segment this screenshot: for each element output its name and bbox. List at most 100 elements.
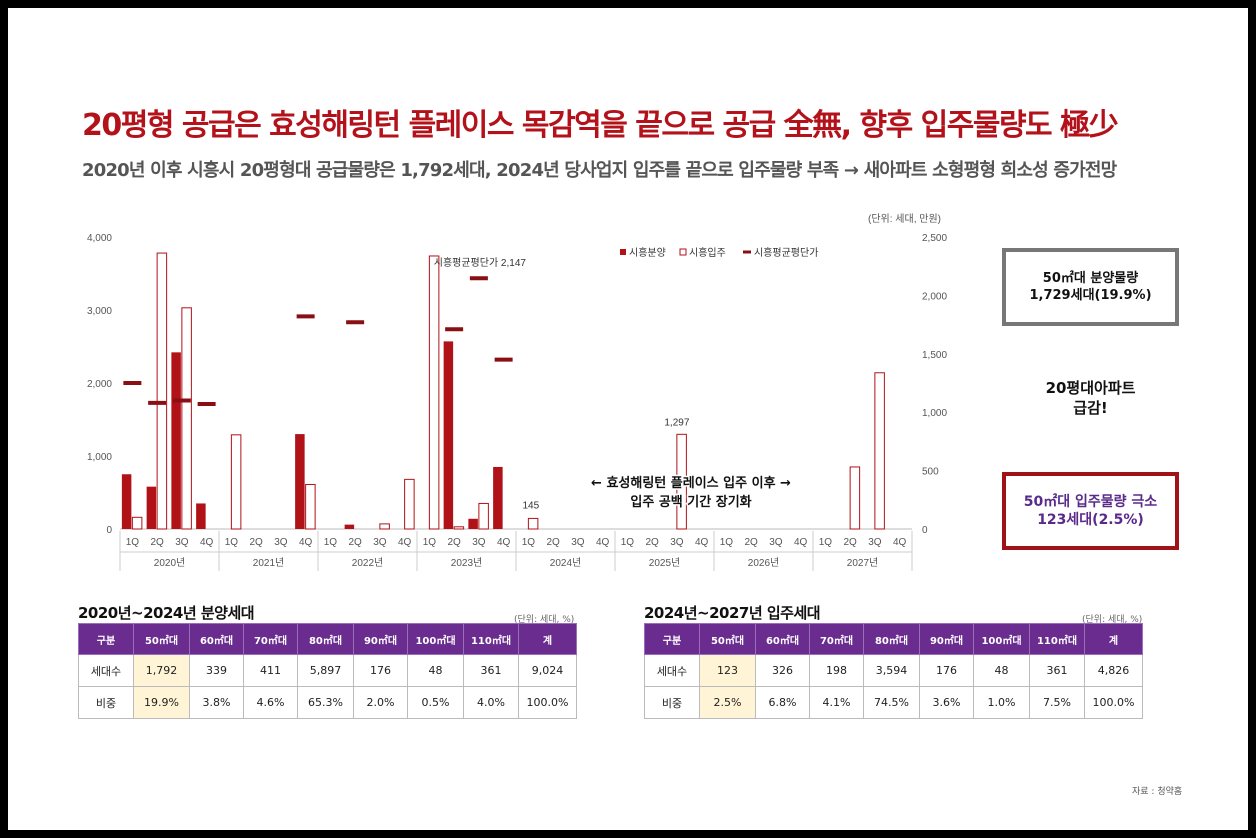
table-cell: 100.0%: [518, 686, 577, 719]
callout-decrease: 20평대아파트 급감!: [1002, 368, 1179, 428]
move-bar: [527, 517, 539, 530]
right-axis-tick: 2,500: [922, 233, 947, 244]
table-cell: 3,594: [863, 654, 920, 687]
table-header-cell: 50㎡대: [699, 623, 756, 655]
quarter-label: 4Q: [299, 537, 313, 548]
legend-swatch-sale: [620, 249, 626, 255]
right-axis-tick: 2,000: [922, 291, 947, 302]
move-table-title: 2024년~2027년 입주세대: [644, 604, 821, 622]
table-cell: 361: [463, 654, 519, 687]
table-header-cell: 70㎡대: [243, 623, 298, 655]
table-cell: 48: [973, 654, 1030, 687]
year-label: 2023년: [451, 557, 482, 569]
table-cell: 세대수: [644, 654, 700, 687]
quarter-label: 4Q: [497, 537, 511, 548]
move-bar: [849, 466, 861, 530]
right-axis-tick: 0: [922, 525, 928, 536]
year-label: 2021년: [253, 557, 284, 569]
sale-table: 구분 50㎡대 60㎡대 70㎡대 80㎡대 90㎡대 100㎡대 110㎡대 계 세대수 1,79…: [78, 623, 577, 719]
table-cell: 1.0%: [973, 686, 1030, 719]
price-annotation: 시흥평균평단가 2,147: [434, 256, 527, 269]
quarter-label: 3Q: [769, 537, 783, 548]
move-bar: [379, 523, 390, 530]
quarter-label: 1Q: [126, 537, 140, 548]
year-label: 2022년: [352, 557, 383, 569]
quarter-label: 4Q: [794, 537, 808, 548]
sale-bar: [196, 503, 206, 529]
table-cell: 3.6%: [919, 686, 974, 719]
callout-sale-50-line1: 50㎡대 분양물량: [1042, 271, 1139, 286]
sale-bar: [344, 524, 355, 529]
table-header-cell: 60㎡대: [755, 623, 810, 655]
quarter-label: 3Q: [868, 537, 882, 548]
sale-bar: [295, 434, 305, 529]
year-label: 2026년: [748, 557, 779, 569]
move-bar: [131, 516, 143, 530]
year-label: 2024년: [550, 557, 581, 569]
quarter-label: 2Q: [744, 537, 758, 548]
quarter-label: 2Q: [843, 537, 857, 548]
source-note: 자료 : 청약홈: [1132, 787, 1183, 797]
table-cell: 비중: [644, 686, 700, 719]
callout-move-50: 50㎡대 입주물량 극소 123세대(2.5%): [1002, 472, 1179, 550]
table-cell: 9,024: [518, 654, 577, 687]
quarter-label: 2Q: [150, 537, 164, 548]
table-cell: 비중: [78, 686, 134, 719]
move-bar: [156, 252, 168, 530]
table-cell: 48: [407, 654, 464, 687]
legend-label: 시흥입주: [689, 246, 726, 259]
quarter-label: 1Q: [522, 537, 536, 548]
quarter-label: 4Q: [893, 537, 907, 548]
table-header-cell: 90㎡대: [353, 623, 408, 655]
table-cell: 4.6%: [243, 686, 298, 719]
quarter-label: 2Q: [546, 537, 560, 548]
table-header-cell: 80㎡대: [863, 623, 920, 655]
quarter-label: 1Q: [423, 537, 437, 548]
quarter-label: 4Q: [596, 537, 610, 548]
supply-chart: 0 1,000 2,000 3,000 4,000 0 500 1,000 1,500 2,000…: [87, 212, 947, 571]
sale-bar: [443, 341, 454, 529]
table-cell: 1,792: [133, 654, 190, 687]
legend-swatch-move: [679, 248, 687, 256]
callout-sale-50-line2: 1,729세대(19.9%): [1029, 288, 1152, 303]
table-cell: 74.5%: [863, 686, 920, 719]
quarter-label: 1Q: [225, 537, 239, 548]
right-axis-tick: 1,000: [922, 408, 947, 419]
table-cell: 123: [699, 654, 756, 687]
table-cell: 3.8%: [189, 686, 244, 719]
table-header-cell: 80㎡대: [297, 623, 354, 655]
table-cell: 411: [243, 654, 298, 687]
table-header-cell: 100㎡대: [407, 623, 464, 655]
quarter-label: 2Q: [249, 537, 263, 548]
move-table-unit: (단위: 세대, %): [1082, 615, 1143, 625]
table-cell: 326: [755, 654, 810, 687]
page-title: 20평형 공급은 효성해링턴 플레이스 목감역을 끝으로 공급 全無, 향후 입…: [82, 108, 1119, 143]
table-row: 비중 2.5% 6.8% 4.1% 74.5% 3.6% 1.0% 7.5% 100.0%: [644, 686, 1143, 719]
sale-table-title: 2020년~2024년 분양세대: [78, 604, 255, 622]
quarter-label: 4Q: [398, 537, 412, 548]
table-cell: 2.5%: [699, 686, 756, 719]
sale-bar: [468, 518, 478, 529]
quarter-label: 3Q: [670, 537, 684, 548]
callout-sale-50: 50㎡대 분양물량 1,729세대(19.9%): [1002, 248, 1179, 326]
table-cell: 176: [919, 654, 974, 687]
slide: 20평형 공급은 효성해링턴 플레이스 목감역을 끝으로 공급 全無, 향후 입…: [8, 8, 1248, 830]
quarter-label: 3Q: [373, 537, 387, 548]
right-axis-tick: 500: [922, 467, 939, 478]
table-cell: 세대수: [78, 654, 134, 687]
callout-move-50-line2: 123세대(2.5%): [1037, 512, 1144, 528]
legend-label: 시흥분양: [629, 246, 666, 259]
left-axis-tick: 3,000: [87, 306, 112, 317]
sale-bar: [493, 466, 503, 529]
table-cell: 4.0%: [463, 686, 519, 719]
move-bar: [305, 483, 316, 530]
table-cell: 19.9%: [133, 686, 190, 719]
data-label-145: 145: [523, 500, 540, 511]
table-cell: 7.5%: [1029, 686, 1085, 719]
move-bar: [453, 526, 465, 530]
year-label: 2020년: [154, 557, 185, 569]
sale-bar: [171, 352, 181, 529]
table-header-cell: 100㎡대: [973, 623, 1030, 655]
gap-annotation-arrow: ← 효성해링턴 플레이스 입주 이후 →: [591, 475, 791, 491]
quarter-label: 3Q: [472, 537, 486, 548]
